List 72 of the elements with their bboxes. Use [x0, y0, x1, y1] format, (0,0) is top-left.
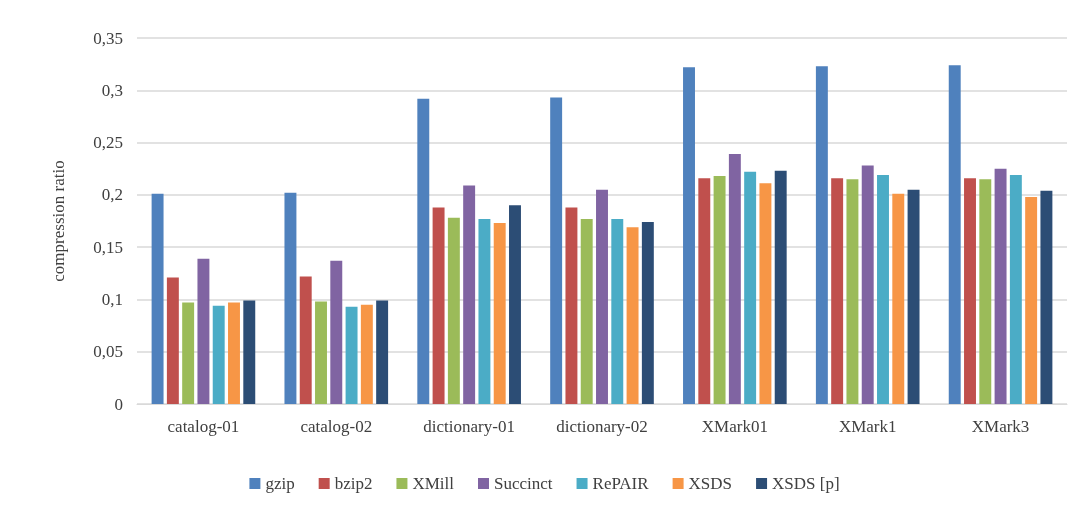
- bar: [478, 218, 491, 404]
- bar: [994, 168, 1007, 404]
- bar: [892, 193, 905, 404]
- bar: [815, 66, 828, 404]
- y-tick-label: 0,05: [93, 342, 123, 362]
- y-tick-label: 0: [114, 394, 123, 414]
- bar: [299, 276, 312, 404]
- bar: [831, 178, 844, 404]
- bar: [463, 185, 476, 404]
- bar: [626, 227, 639, 404]
- bar: [979, 179, 992, 404]
- legend-label: XSDS [p]: [772, 474, 840, 493]
- bar: [877, 174, 889, 404]
- bar: [907, 189, 920, 404]
- bar: [182, 302, 195, 404]
- bar: [284, 192, 297, 404]
- bar: [698, 178, 711, 404]
- legend-label: Succinct: [494, 474, 553, 493]
- x-tick-label: dictionary-02: [556, 417, 648, 436]
- bar: [376, 300, 389, 404]
- bar: [197, 258, 210, 404]
- x-tick-label: catalog-01: [167, 417, 240, 436]
- legend-label: XMill: [412, 474, 455, 493]
- bar: [550, 97, 563, 404]
- x-tick-label: XMark1: [838, 417, 897, 436]
- bar: [447, 217, 460, 404]
- bar: [243, 300, 256, 404]
- bar: [565, 207, 578, 404]
- bar: [713, 176, 726, 404]
- bar: [611, 218, 624, 404]
- bar: [683, 67, 695, 404]
- bar: [212, 305, 225, 404]
- y-tick-label: 0,3: [101, 80, 123, 100]
- bar: [1040, 190, 1053, 404]
- bar: [759, 183, 772, 404]
- x-tick-label: XMark01: [701, 417, 768, 436]
- x-tick-label: XMark3: [971, 417, 1030, 436]
- bar: [360, 304, 373, 404]
- legend-label: bzip2: [334, 474, 373, 493]
- y-tick-label: 0,2: [101, 185, 123, 205]
- bar: [166, 277, 179, 404]
- x-tick-label: catalog-02: [300, 417, 373, 436]
- x-tick-label: dictionary-01: [423, 417, 515, 436]
- bar: [315, 301, 327, 404]
- bar: [774, 170, 787, 404]
- bar: [580, 218, 593, 404]
- y-tick-label: 0,35: [93, 28, 123, 48]
- bar: [228, 302, 240, 404]
- bar: [641, 222, 654, 404]
- bar: [861, 165, 874, 404]
- bar: [509, 205, 521, 404]
- y-tick-label: 0,15: [93, 237, 123, 257]
- y-axis-title: compression ratio: [49, 160, 68, 282]
- legend-label: XSDS: [688, 474, 733, 493]
- bar: [345, 306, 358, 404]
- y-tick-label: 0,25: [93, 133, 123, 153]
- bar: [1009, 174, 1022, 404]
- bar: [417, 98, 430, 404]
- bar: [948, 65, 961, 404]
- bar: [432, 207, 445, 404]
- y-tick-label: 0,1: [101, 289, 123, 309]
- bar: [846, 179, 859, 404]
- bar: [596, 189, 608, 404]
- legend-label: gzip: [265, 474, 295, 493]
- bar: [744, 171, 757, 404]
- bar: [330, 260, 343, 404]
- bar: [493, 223, 506, 404]
- bar: [151, 193, 164, 404]
- bar: [964, 178, 976, 404]
- bar: [728, 154, 741, 404]
- legend-label: RePAIR: [592, 474, 650, 493]
- bar: [1025, 196, 1038, 404]
